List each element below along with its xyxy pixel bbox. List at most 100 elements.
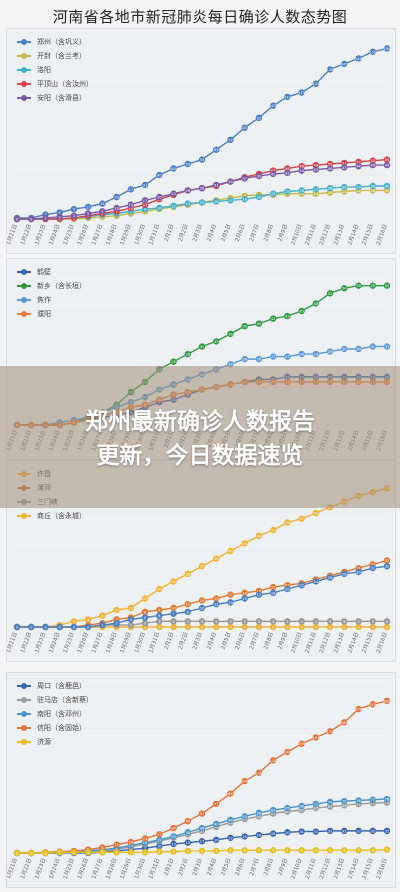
data-point bbox=[113, 193, 120, 201]
data-point bbox=[198, 185, 206, 192]
legend-item: 鹤壁 bbox=[17, 265, 86, 279]
data-label: 55 bbox=[285, 521, 290, 525]
data-point bbox=[170, 190, 177, 197]
data-label: 0 bbox=[30, 626, 33, 630]
data-point bbox=[255, 532, 263, 539]
data-label: 42 bbox=[271, 317, 276, 321]
data-label: 0 bbox=[258, 626, 261, 630]
x-tick-label: 1月30日 bbox=[133, 223, 147, 246]
data-label: 146 bbox=[284, 751, 292, 755]
legend-label: 平顶山（含汝州） bbox=[37, 80, 93, 88]
data-label: 152 bbox=[369, 50, 376, 54]
legend-swatch bbox=[17, 269, 31, 275]
data-label: 27 bbox=[285, 355, 290, 359]
data-point bbox=[269, 806, 277, 814]
data-label: 39 bbox=[242, 325, 247, 329]
data-label: 3 bbox=[187, 849, 189, 853]
data-point bbox=[255, 193, 263, 201]
data-label: 4 bbox=[130, 618, 133, 622]
data-label: 17 bbox=[143, 199, 148, 203]
data-label: 189 bbox=[341, 721, 349, 725]
data-label: 12 bbox=[214, 603, 219, 607]
data-label: 32 bbox=[328, 829, 333, 833]
x-tick-label: 2月16日 bbox=[375, 857, 389, 880]
data-point bbox=[213, 338, 220, 345]
data-label: 25 bbox=[171, 360, 176, 364]
data-label: 43 bbox=[285, 315, 290, 319]
data-point bbox=[298, 89, 305, 96]
data-label: 8 bbox=[101, 846, 104, 850]
data-label: 4 bbox=[357, 849, 360, 853]
series-line bbox=[17, 559, 388, 628]
data-point bbox=[113, 204, 120, 212]
data-label: 5 bbox=[144, 616, 146, 620]
data-label: 2 bbox=[115, 622, 117, 626]
x-tick-label: 1月28日 bbox=[105, 631, 119, 654]
data-point bbox=[156, 842, 163, 850]
data-point bbox=[369, 701, 376, 708]
data-label: 23 bbox=[171, 192, 176, 196]
data-point bbox=[227, 330, 234, 337]
data-point bbox=[156, 831, 163, 838]
data-point bbox=[213, 847, 220, 855]
x-tick-label: 1月23日 bbox=[33, 631, 47, 654]
data-label: 25 bbox=[285, 190, 290, 194]
data-label: 0 bbox=[44, 852, 47, 856]
data-label: 3 bbox=[229, 620, 231, 624]
x-tick-label: 1月26日 bbox=[76, 631, 90, 654]
data-point bbox=[198, 343, 206, 350]
data-point bbox=[156, 836, 163, 844]
data-label: 28 bbox=[185, 572, 190, 576]
data-point bbox=[355, 797, 362, 804]
data-label: 48 bbox=[257, 534, 262, 538]
data-label: 32 bbox=[200, 829, 205, 833]
data-point bbox=[369, 796, 376, 803]
data-label: 0 bbox=[87, 626, 90, 630]
data-point bbox=[198, 623, 206, 631]
data-point bbox=[184, 623, 191, 631]
data-label: 3 bbox=[386, 620, 388, 624]
data-label: 9 bbox=[144, 208, 147, 212]
data-label: 21 bbox=[143, 837, 148, 841]
data-label: 7 bbox=[101, 210, 103, 214]
data-point bbox=[341, 345, 348, 353]
data-point bbox=[170, 848, 177, 855]
data-label: 14 bbox=[200, 599, 205, 603]
data-label: 155 bbox=[384, 47, 391, 51]
data-label: 30 bbox=[285, 831, 290, 835]
x-tick-label: 2月8日 bbox=[262, 631, 275, 650]
data-label: 35 bbox=[385, 559, 390, 563]
data-label: 4 bbox=[329, 849, 332, 853]
data-label: 2 bbox=[144, 622, 146, 626]
data-point bbox=[255, 591, 263, 598]
x-tick-label: 1月27日 bbox=[90, 223, 104, 246]
data-point bbox=[170, 604, 177, 612]
data-point bbox=[298, 582, 305, 589]
data-point bbox=[184, 570, 191, 577]
data-label: 32 bbox=[385, 829, 390, 833]
data-label: 0 bbox=[16, 626, 19, 630]
data-point bbox=[99, 208, 106, 215]
data-label: 12 bbox=[171, 204, 176, 208]
data-label: 63 bbox=[214, 148, 219, 152]
data-point bbox=[156, 171, 163, 179]
data-label: 26 bbox=[185, 189, 190, 193]
data-point bbox=[269, 830, 277, 837]
data-point bbox=[298, 623, 305, 631]
data-point bbox=[141, 197, 149, 204]
data-label: 2 bbox=[172, 850, 174, 854]
data-label: 24 bbox=[228, 363, 233, 367]
data-label: 0 bbox=[158, 626, 161, 630]
data-point bbox=[70, 849, 78, 856]
data-label: 30 bbox=[185, 831, 190, 835]
data-point bbox=[84, 849, 92, 856]
data-point bbox=[213, 618, 220, 625]
data-point bbox=[326, 847, 334, 854]
data-label: 50 bbox=[328, 163, 333, 167]
data-point bbox=[369, 157, 376, 164]
data-point bbox=[42, 849, 49, 857]
data-point bbox=[170, 833, 177, 840]
data-point bbox=[312, 161, 320, 169]
legend-swatch bbox=[17, 81, 31, 87]
data-point bbox=[170, 610, 177, 617]
